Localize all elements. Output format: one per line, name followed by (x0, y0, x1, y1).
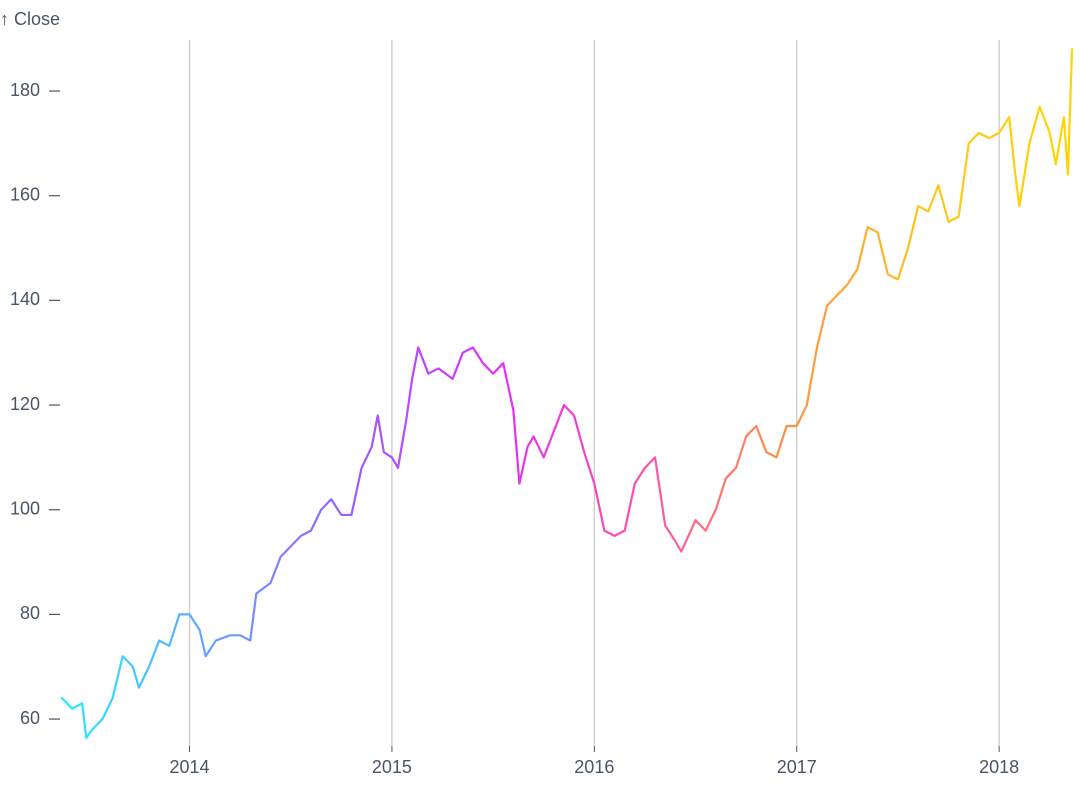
price-line (60, 48, 1074, 740)
x-tick-label: 2017 (777, 757, 817, 777)
y-tick-label: 100 (10, 498, 40, 518)
x-tick-label: 2015 (372, 757, 412, 777)
y-axis-label: ↑ Close (0, 9, 60, 29)
y-tick-label: 60 (20, 708, 40, 728)
x-tick-label: 2018 (979, 757, 1019, 777)
y-tick-label: 140 (10, 289, 40, 309)
y-tick-label: 120 (10, 394, 40, 414)
x-tick-label: 2014 (169, 757, 209, 777)
y-tick-label: 160 (10, 184, 40, 204)
y-tick-label: 180 (10, 80, 40, 100)
x-tick-label: 2016 (574, 757, 614, 777)
y-tick-label: 80 (20, 603, 40, 623)
